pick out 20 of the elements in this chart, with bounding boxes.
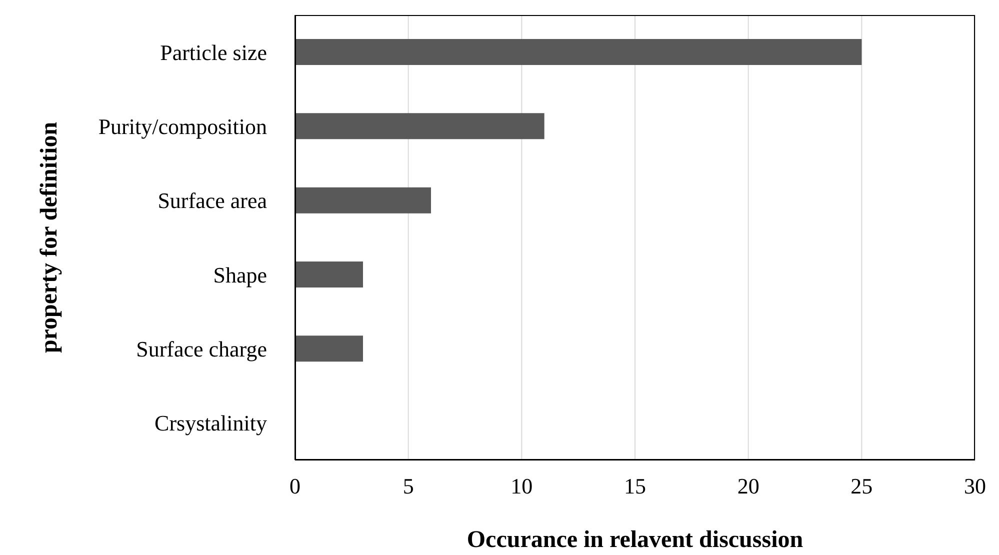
bar	[295, 336, 363, 362]
bar	[295, 187, 431, 214]
bar	[295, 262, 363, 288]
x-tick-label: 0	[290, 474, 300, 499]
x-axis-title: Occurance in relavent discussion	[466, 527, 804, 553]
bar	[295, 39, 862, 65]
x-tick-label: 20	[737, 474, 760, 499]
y-axis-title: property for definition	[36, 122, 63, 354]
x-tick-label: 5	[402, 474, 414, 499]
x-tick-label: 15	[624, 474, 646, 499]
x-tick-label: 25	[850, 474, 873, 499]
bar	[295, 113, 544, 140]
y-tick-label: Particle size	[160, 40, 267, 65]
x-tick-label: 30	[964, 474, 986, 499]
y-tick-label: Surface charge	[136, 336, 267, 362]
x-tick-label: 10	[510, 474, 533, 499]
y-tick-label: Shape	[213, 262, 267, 288]
y-tick-label: Crsystalinity	[154, 410, 267, 436]
y-tick-label: Surface area	[158, 188, 268, 214]
y-tick-label: Purity/composition	[98, 114, 267, 140]
